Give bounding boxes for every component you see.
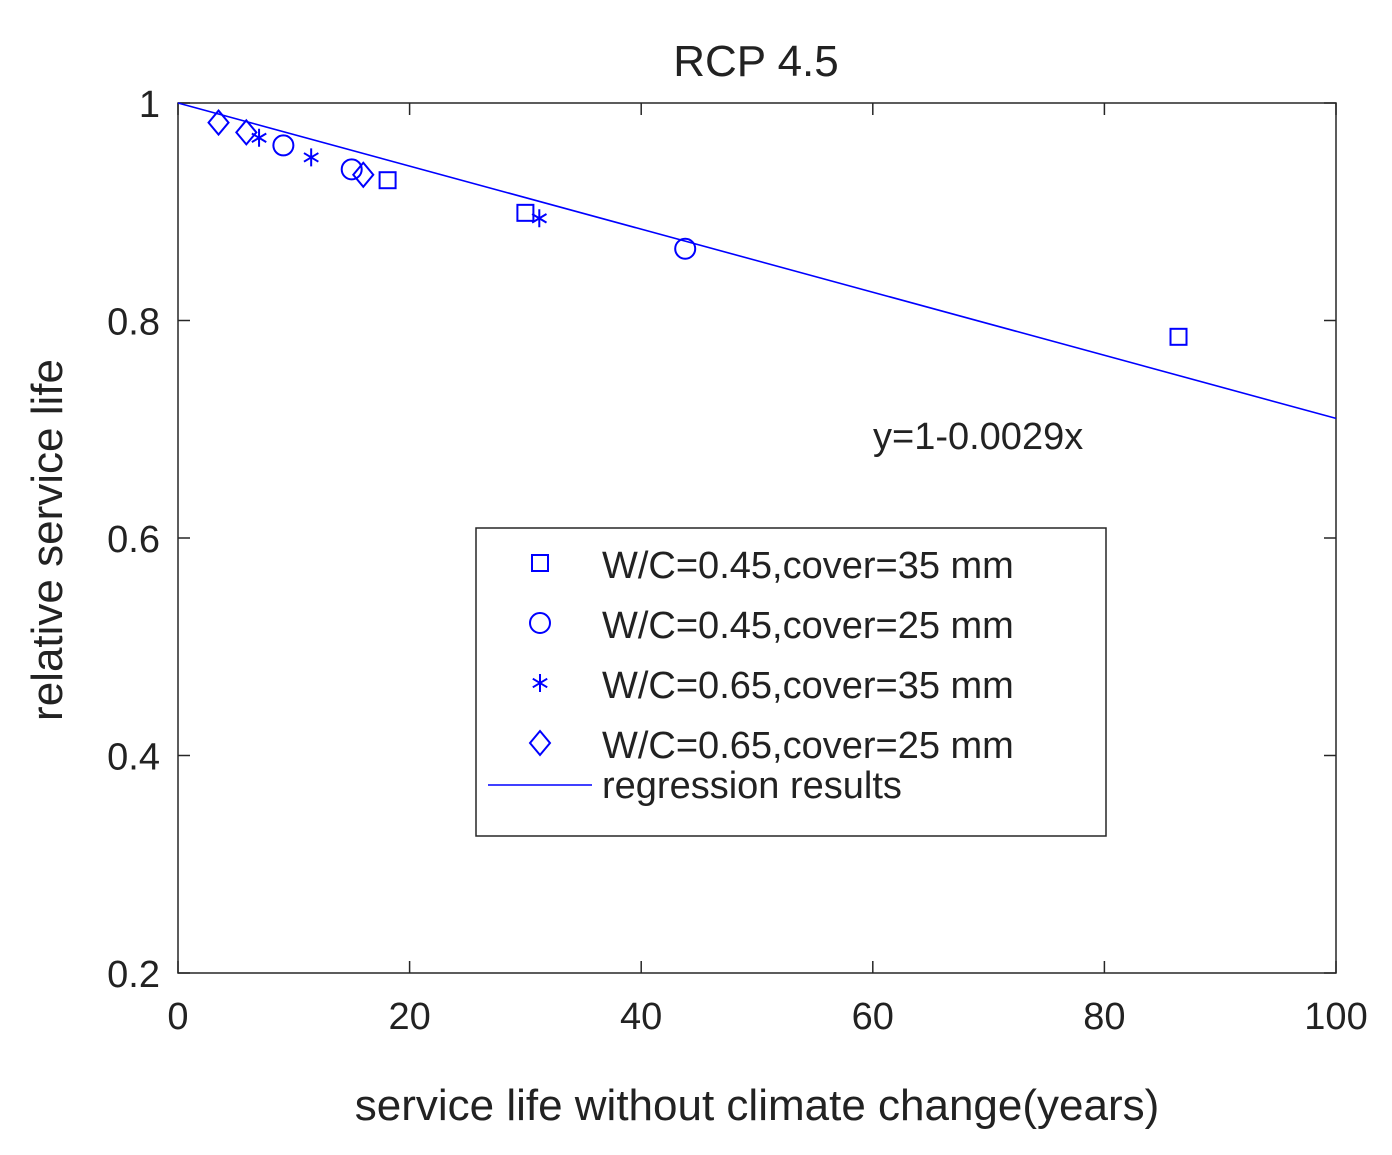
x-tick-label: 80 xyxy=(1083,996,1125,1038)
legend: W/C=0.45,cover=35 mm W/C=0.45,cover=25 mm… xyxy=(475,527,1107,837)
x-tick-label: 100 xyxy=(1304,996,1367,1038)
y-tick-label: 0.2 xyxy=(107,954,160,996)
legend-marker-asterisk xyxy=(532,674,548,692)
chart-title: RCP 4.5 xyxy=(673,37,839,86)
x-tick-label: 0 xyxy=(167,996,188,1038)
data-point-square-3 xyxy=(1169,327,1188,346)
data-point-diamond-3 xyxy=(351,161,375,189)
x-tick-label: 60 xyxy=(852,996,894,1038)
x-tick-labels: 0 20 40 60 80 100 xyxy=(167,996,1367,1038)
data-point-diamond-2 xyxy=(235,118,258,146)
y-axis-label: relative service life xyxy=(23,359,72,721)
x-tick-label: 20 xyxy=(388,996,430,1038)
legend-label-regression: regression results xyxy=(602,765,902,807)
legend-marker-circle xyxy=(529,612,551,634)
regression-equation-annotation: y=1-0.0029x xyxy=(873,416,1083,458)
axis-ticks xyxy=(177,102,1337,974)
y-tick-label: 0.4 xyxy=(107,737,160,779)
data-point-asterisk-1 xyxy=(251,128,267,147)
data-point-diamond-1 xyxy=(207,109,230,137)
legend-marker-diamond xyxy=(528,729,552,757)
y-tick-label: 0.6 xyxy=(107,519,160,561)
data-point-circle-1 xyxy=(272,134,295,157)
legend-label: W/C=0.45,cover=25 mm xyxy=(602,605,1014,647)
data-point-asterisk-2 xyxy=(303,148,319,167)
legend-label: W/C=0.65,cover=35 mm xyxy=(602,665,1014,707)
legend-label: W/C=0.45,cover=35 mm xyxy=(602,545,1014,587)
y-tick-label: 1 xyxy=(139,84,160,126)
x-axis-label: service life without climate change(year… xyxy=(355,1081,1160,1130)
legend-label: W/C=0.65,cover=25 mm xyxy=(602,725,1014,767)
plot-content xyxy=(177,102,1337,420)
data-point-square-1 xyxy=(378,171,397,190)
data-point-asterisk-3 xyxy=(531,209,548,228)
y-tick-labels: 0.2 0.4 0.6 0.8 1 xyxy=(107,84,160,996)
y-tick-label: 0.8 xyxy=(107,302,160,344)
data-point-circle-3 xyxy=(674,237,697,260)
data-point-circle-2 xyxy=(340,158,363,181)
x-tick-label: 40 xyxy=(620,996,662,1038)
legend-marker-square xyxy=(531,554,549,572)
regression-line xyxy=(177,102,1337,420)
data-point-square-2 xyxy=(516,203,535,222)
